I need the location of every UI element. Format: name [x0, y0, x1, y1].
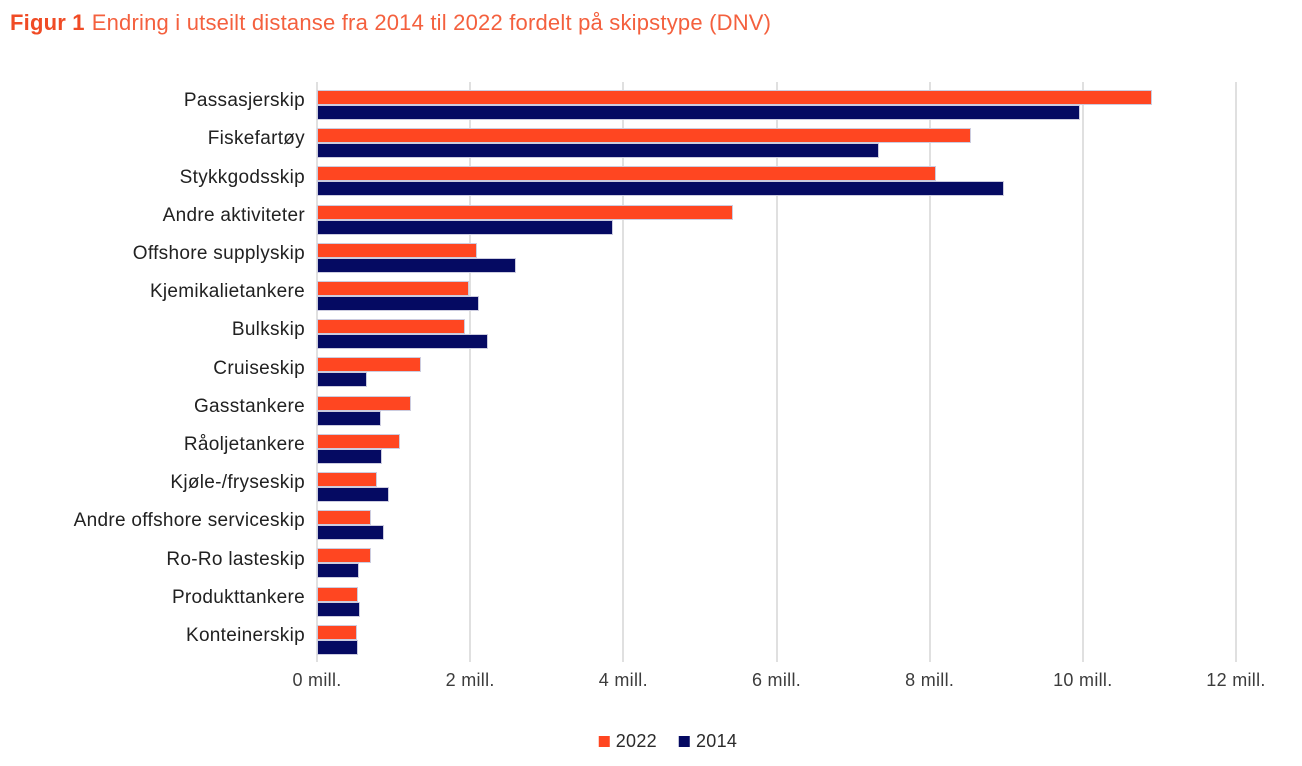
bar-group: [317, 120, 1236, 159]
category-label: Konteinerskip: [185, 624, 305, 646]
bar-2022: [317, 548, 372, 564]
bar-2022: [317, 90, 1152, 105]
bar-2014: [317, 448, 383, 464]
chart-row: Stykkgodsskip: [0, 158, 1236, 197]
x-tick-label: 0 mill.: [292, 670, 342, 690]
bar-2014: [317, 639, 359, 655]
x-tick-label: 4 mill.: [598, 670, 648, 690]
bar-2014: [317, 601, 360, 617]
bar-group: [317, 464, 1236, 503]
bar-group: [317, 579, 1236, 617]
chart-title-text: Endring i utseilt distanse fra 2014 til …: [91, 10, 772, 35]
category-label: Råoljetankere: [183, 433, 305, 455]
category-label: Ro-Ro lasteskip: [166, 548, 305, 570]
bar-2022: [317, 472, 377, 488]
chart-row: Passasjerskip: [0, 82, 1236, 120]
bar-group: [317, 349, 1236, 388]
bar-2014: [317, 334, 488, 350]
bar-group: [317, 197, 1236, 235]
chart-row: Andre aktiviteter: [0, 197, 1236, 235]
legend-swatch-2022: [598, 736, 610, 747]
category-label: Offshore supplyskip: [132, 242, 305, 264]
category-label: Kjemikalietankere: [149, 281, 305, 303]
chart-row: Produkttankere: [0, 579, 1236, 617]
bar-2014: [317, 563, 360, 579]
chart-row: Kjøle-/fryseskip: [0, 464, 1236, 503]
x-tick-label: 8 mill.: [905, 670, 955, 690]
chart-row: Kjemikalietankere: [0, 273, 1236, 312]
bar-2022: [317, 357, 422, 373]
bar-group: [317, 158, 1236, 197]
bar-2022: [317, 319, 465, 335]
category-label: Cruiseskip: [213, 357, 305, 379]
bar-group: [317, 426, 1236, 464]
bar-2022: [317, 128, 972, 144]
legend-swatch-2014: [679, 736, 690, 747]
chart-title-prefix: Figur 1: [10, 10, 85, 35]
bar-2022: [317, 586, 358, 602]
category-label: Produkttankere: [171, 586, 305, 608]
chart-row: Konteinerskip: [0, 617, 1236, 655]
bar-group: [317, 311, 1236, 350]
chart-row: Ro-Ro lasteskip: [0, 540, 1236, 579]
x-tick-label: 6 mill.: [751, 670, 802, 690]
category-label: Andre offshore serviceskip: [73, 510, 305, 532]
bar-2022: [317, 242, 478, 258]
bar-2014: [317, 525, 384, 541]
legend: 2022 2014: [598, 731, 738, 752]
bar-group: [317, 82, 1236, 120]
x-tick-label: 12 mill.: [1206, 670, 1266, 690]
x-tick-label: 10 mill.: [1053, 670, 1113, 690]
bar-2022: [317, 395, 412, 411]
bar-group: [317, 235, 1236, 273]
bar-2014: [317, 410, 381, 426]
bar-2014: [317, 143, 880, 159]
bar-group: [317, 502, 1236, 541]
category-label: Stykkgodsskip: [179, 166, 305, 188]
chart-row: Råoljetankere: [0, 426, 1236, 464]
chart-row: Cruiseskip: [0, 349, 1236, 388]
bar-group: [317, 273, 1236, 312]
bar-2022: [317, 624, 357, 640]
bar-2014: [317, 219, 614, 235]
legend-label: 2014: [696, 731, 738, 751]
category-label: Kjøle-/fryseskip: [170, 472, 305, 494]
bar-2014: [317, 487, 389, 503]
bar-rows: Passasjerskip Fiskefartøy Stykkgodsskip And…: [0, 82, 1236, 655]
legend-item-2022: 2022: [598, 731, 657, 752]
chart-row: Bulkskip: [0, 311, 1236, 350]
bar-2022: [317, 433, 401, 449]
bar-group: [317, 540, 1236, 579]
x-tick-label: 2 mill.: [445, 670, 495, 690]
chart-row: Fiskefartøy: [0, 120, 1236, 159]
bar-group: [317, 388, 1236, 426]
bar-2014: [317, 296, 479, 312]
chart-row: Offshore supplyskip: [0, 235, 1236, 273]
legend-label: 2022: [615, 731, 657, 751]
bar-2014: [317, 372, 367, 388]
category-label: Gasstankere: [193, 395, 305, 417]
category-label: Passasjerskip: [183, 90, 305, 112]
bar-2014: [317, 105, 1080, 120]
category-label: Andre aktiviteter: [162, 204, 305, 226]
bar-2022: [317, 510, 371, 526]
bar-2022: [317, 204, 733, 220]
bar-2022: [317, 281, 469, 297]
bar-2022: [317, 166, 936, 182]
chart-row: Andre offshore serviceskip: [0, 502, 1236, 541]
legend-item-2014: 2014: [679, 731, 737, 752]
bar-2014: [317, 257, 517, 273]
chart-row: Gasstankere: [0, 388, 1236, 426]
x-axis: 0 mill. 2 mill. 4 mill. 6 mill. 8 mill. 10 mi…: [292, 670, 1265, 694]
category-label: Fiskefartøy: [207, 128, 305, 150]
chart-title: Figur 1 Endring i utseilt distanse fra 20…: [10, 10, 771, 36]
category-label: Bulkskip: [231, 319, 305, 341]
bar-group: [317, 617, 1236, 655]
bar-2014: [317, 181, 1004, 197]
